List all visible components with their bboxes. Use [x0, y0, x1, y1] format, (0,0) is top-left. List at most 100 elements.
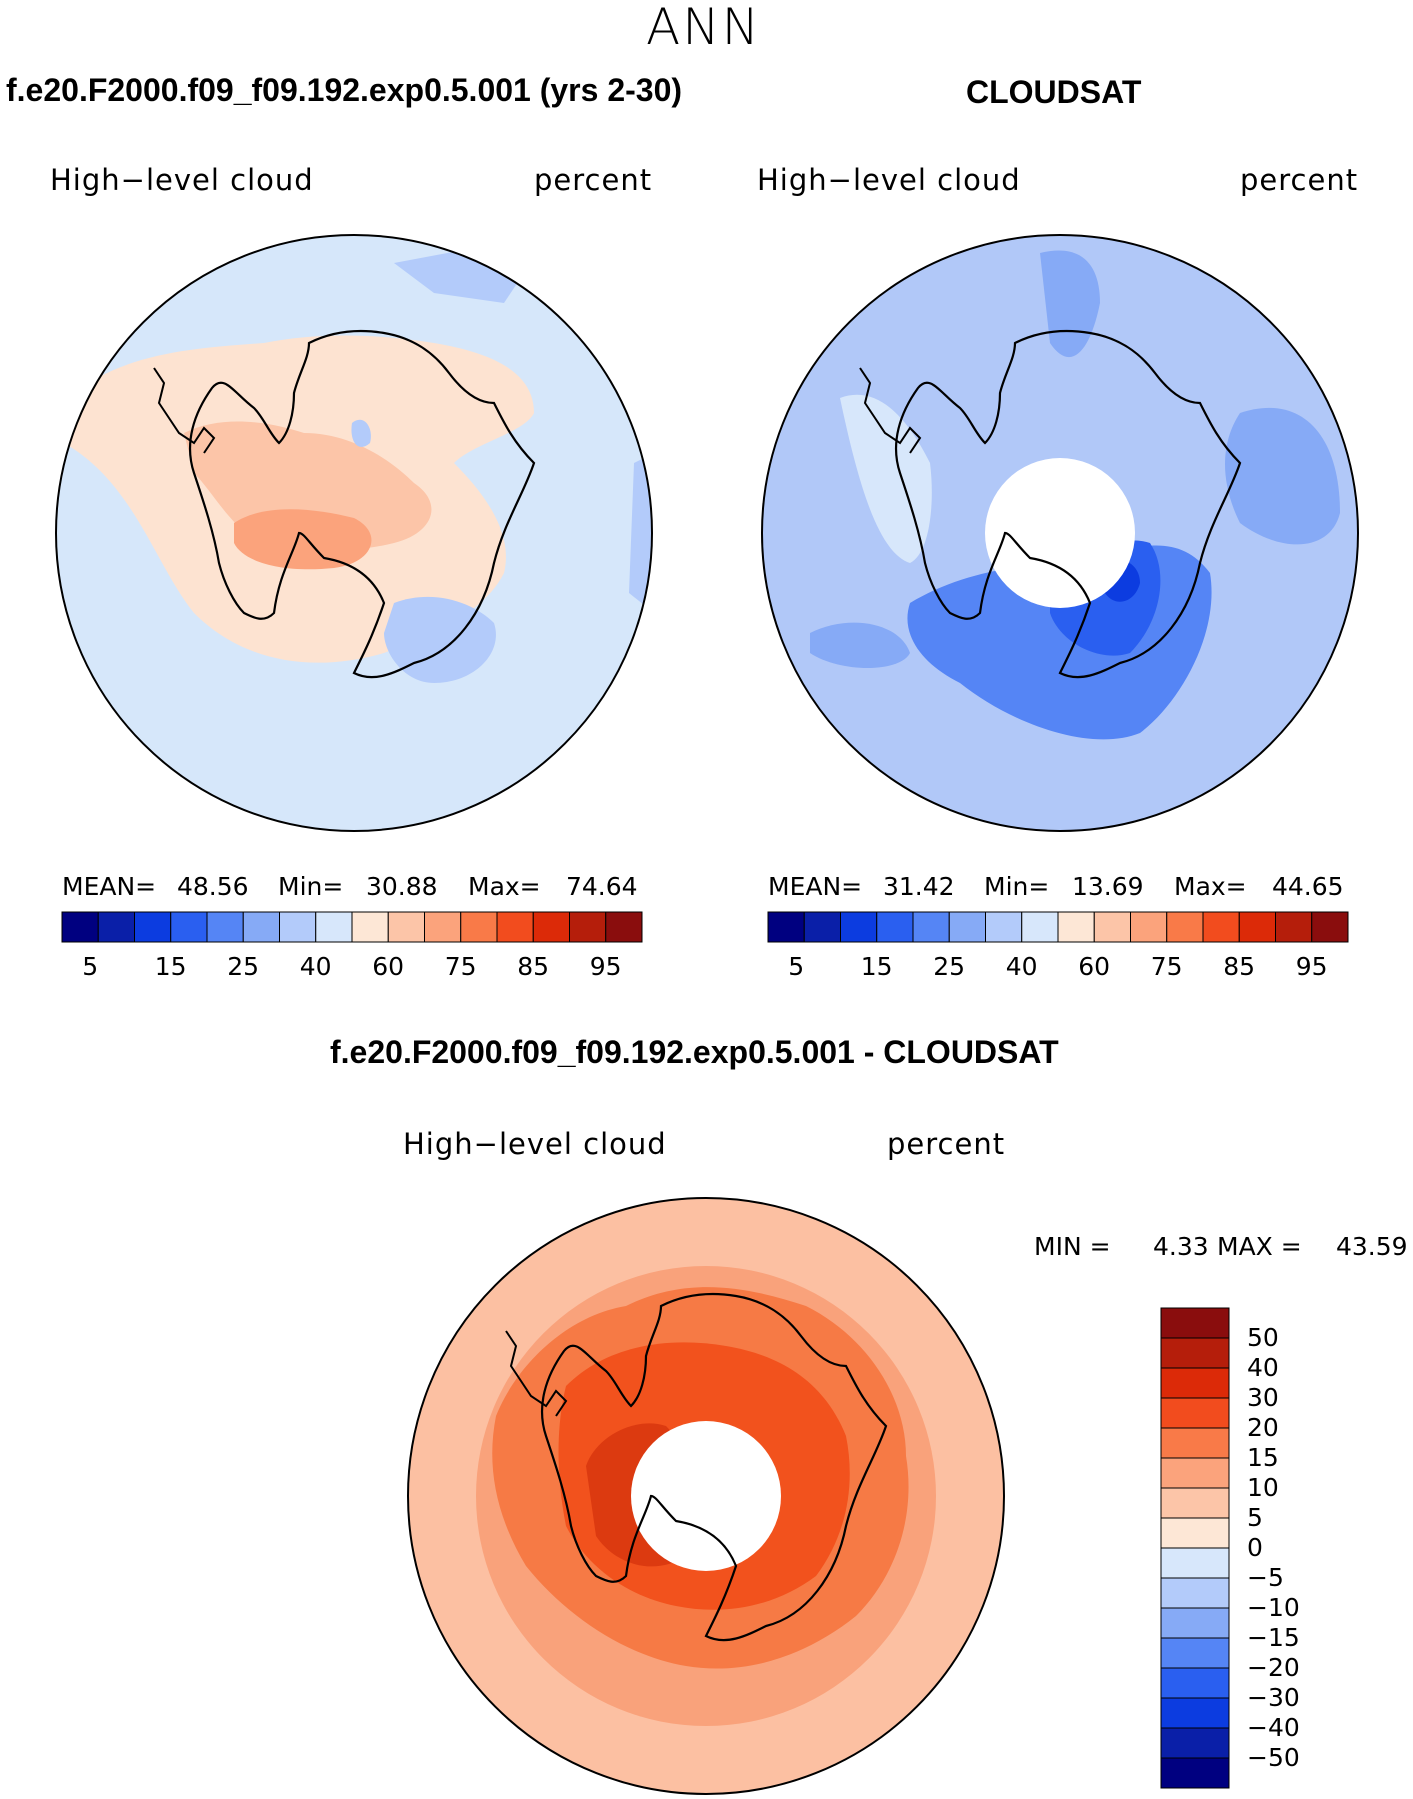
obs-min-value: 13.69 — [1072, 872, 1144, 901]
diff-max-label: MAX = — [1217, 1232, 1302, 1261]
colorbar-box — [1160, 1577, 1230, 1609]
colorbar-box — [1160, 1337, 1230, 1369]
colorbar-box — [948, 911, 986, 943]
model-min-label: Min= — [278, 872, 344, 901]
colorbar-box — [1160, 1697, 1230, 1729]
diff-min-value: 4.33 — [1153, 1232, 1209, 1261]
model-blue-patch — [629, 453, 652, 613]
model-map — [55, 234, 653, 832]
colorbar-box — [1238, 911, 1276, 943]
colorbar-tick-label: −20 — [1247, 1653, 1300, 1682]
antarctica-coastline — [540, 1292, 888, 1642]
colorbar-tick-label: 40 — [1005, 952, 1038, 981]
obs-pole-mask — [985, 458, 1135, 608]
model-mean-label: MEAN= — [62, 872, 157, 901]
colorbar-tick-label: 5 — [788, 952, 805, 981]
colorbar-box — [460, 911, 498, 943]
colorbar-box — [351, 911, 389, 943]
diff-units-label: percent — [887, 1127, 1006, 1161]
colorbar-tick-label: −40 — [1247, 1713, 1300, 1742]
colorbar-box — [1311, 911, 1349, 943]
colorbar-tick-label: 10 — [1247, 1473, 1279, 1502]
colorbar-box — [279, 911, 317, 943]
obs-panel-title: CLOUDSAT — [966, 74, 1142, 110]
model-blue-small — [351, 419, 371, 447]
colorbar-tick-label: 15 — [860, 952, 893, 981]
colorbar-box — [206, 911, 244, 943]
colorbar-box — [1021, 911, 1059, 943]
model-blue-interior — [384, 596, 496, 683]
colorbar-tick-label: −50 — [1247, 1743, 1300, 1772]
colorbar-tick-label: 40 — [1247, 1353, 1279, 1382]
colorbar-box — [1160, 1397, 1230, 1429]
colorbar-tick-label: 5 — [82, 952, 99, 981]
colorbar-box — [496, 911, 534, 943]
colorbar-box — [61, 911, 99, 943]
colorbar-box — [1160, 1487, 1230, 1519]
colorbar-box — [1160, 1307, 1230, 1339]
obs-min-label: Min= — [984, 872, 1050, 901]
colorbar-tick-label: 85 — [517, 952, 550, 981]
colorbar-tick-label: 5 — [1247, 1503, 1263, 1532]
model-min-value: 30.88 — [366, 872, 438, 901]
obs-darker-patch — [810, 622, 910, 668]
model-units-label: percent — [534, 163, 653, 197]
colorbar-tick-label: 25 — [933, 952, 966, 981]
diff-variable-label: High−level cloud — [403, 1127, 667, 1161]
colorbar-tick-label: 40 — [299, 952, 332, 981]
diff-map — [407, 1197, 1005, 1795]
colorbar-tick-label: 0 — [1247, 1533, 1263, 1562]
colorbar-box — [170, 911, 208, 943]
colorbar-box — [1202, 911, 1240, 943]
colorbar-tick-label: 15 — [154, 952, 187, 981]
colorbar-box — [1160, 1457, 1230, 1489]
colorbar-box — [1160, 1367, 1230, 1399]
model-colorbar — [61, 911, 643, 943]
colorbar-box — [315, 911, 353, 943]
colorbar-box — [1057, 911, 1095, 943]
colorbar-tick-label: −5 — [1247, 1563, 1284, 1592]
colorbar-tick-label: 85 — [1223, 952, 1256, 981]
colorbar-box — [605, 911, 643, 943]
obs-mean-label: MEAN= — [768, 872, 863, 901]
model-variable-label: High−level cloud — [50, 163, 314, 197]
colorbar-box — [1160, 1727, 1230, 1759]
colorbar-box — [767, 911, 805, 943]
colorbar-box — [1093, 911, 1131, 943]
diff-panel-title: f.e20.F2000.f09_f09.192.exp0.5.001 - CLO… — [330, 1034, 1059, 1070]
obs-units-label: percent — [1240, 163, 1359, 197]
colorbar-box — [1275, 911, 1313, 943]
colorbar-tick-label: −30 — [1247, 1683, 1300, 1712]
colorbar-box — [1160, 1517, 1230, 1549]
colorbar-box — [1160, 1637, 1230, 1669]
colorbar-box — [1160, 1427, 1230, 1459]
colorbar-box — [1160, 1667, 1230, 1699]
colorbar-box — [532, 911, 570, 943]
colorbar-box — [242, 911, 280, 943]
colorbar-tick-label: 95 — [1295, 952, 1328, 981]
model-max-value: 74.64 — [566, 872, 638, 901]
colorbar-box — [424, 911, 462, 943]
colorbar-tick-label: 75 — [1150, 952, 1183, 981]
diff-max-value: 43.59 — [1336, 1232, 1408, 1261]
model-panel-title: f.e20.F2000.f09_f09.192.exp0.5.001 (yrs … — [6, 72, 683, 108]
colorbar-box — [1160, 1547, 1230, 1579]
colorbar-box — [985, 911, 1023, 943]
peninsula-detail — [859, 367, 922, 454]
diff-colorbar — [1160, 1307, 1230, 1789]
obs-light-patch — [840, 394, 932, 563]
colorbar-box — [803, 911, 841, 943]
colorbar-tick-label: 25 — [227, 952, 260, 981]
colorbar-box — [97, 911, 135, 943]
model-warm-core-inner — [234, 509, 372, 570]
model-max-label: Max= — [468, 872, 541, 901]
colorbar-tick-label: 60 — [1078, 952, 1111, 981]
model-mean-value: 48.56 — [177, 872, 249, 901]
colorbar-box — [569, 911, 607, 943]
colorbar-tick-label: 15 — [1247, 1443, 1279, 1472]
obs-colorbar — [767, 911, 1349, 943]
obs-map — [761, 234, 1359, 832]
peninsula-detail — [153, 367, 216, 454]
colorbar-tick-label: −15 — [1247, 1623, 1300, 1652]
diff-min-label: MIN = — [1034, 1232, 1111, 1261]
